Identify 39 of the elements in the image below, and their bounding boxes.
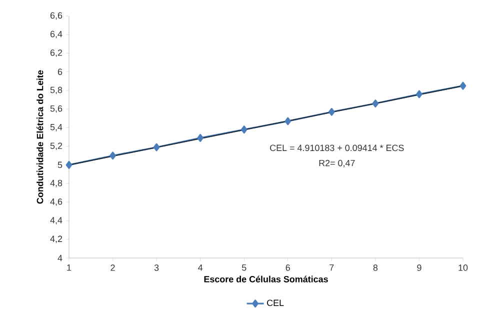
y-tick-label: 5,8 [50,86,62,94]
y-tick-label: 4,2 [50,236,62,244]
y-tick-label: 4,6 [50,198,62,206]
legend-label: CEL [267,300,284,306]
x-axis-title: Escore de Células Somáticas [204,276,328,282]
point [197,134,204,142]
y-tick-label: 5 [58,162,62,168]
y-tick-label: 5,4 [50,124,62,132]
x-tick-label: 1 [67,264,72,271]
x-tick-label: 5 [242,264,246,271]
point [240,126,248,134]
y-tick-label: 6,2 [50,50,62,57]
y-tick-label: 6,4 [50,30,62,38]
y-tick-label: 4,4 [50,217,62,224]
y-tick-label: 5,6 [50,105,62,113]
point [284,117,292,126]
x-tick-label: 7 [330,264,334,271]
y-axis-title: Condutividade Elétrica do Leite [36,70,44,204]
y-tick-label: 5,2 [50,142,62,150]
y-tick-label: 4,8 [50,180,62,188]
annotation: CEL = 4.910183 + 0.09414 * ECS [270,144,404,152]
point [460,82,466,90]
point [372,100,379,108]
x-tick-label: 2 [110,264,115,271]
point [328,108,335,116]
x-tick-label: 8 [373,264,378,271]
annotation: R2= 0,47 [319,160,355,168]
point [66,160,72,169]
x-tick-label: 10 [458,264,468,271]
x-tick-label: 4 [198,264,203,271]
y-tick-label: 4 [58,254,62,262]
x-tick-label: 6 [286,264,290,271]
y-tick-label: 6,6 [50,12,62,20]
point [110,152,116,160]
x-tick-label: 9 [417,264,422,271]
point [153,143,160,152]
y-tick-label: 6 [58,68,62,76]
x-tick-label: 3 [154,264,159,271]
point [416,90,422,98]
